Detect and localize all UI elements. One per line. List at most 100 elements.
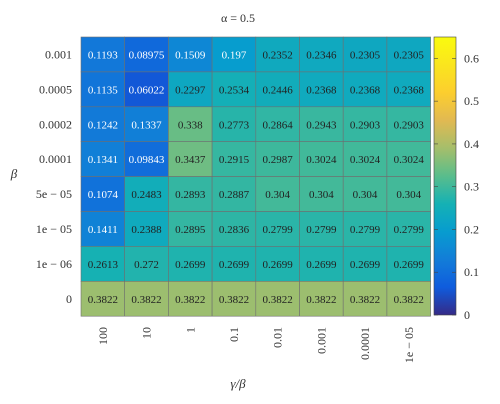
cell-value-label: 0.2446 (263, 84, 294, 96)
colorbar-tick-label: 0.2 (464, 222, 479, 236)
colorbar-tick-label: 0 (464, 308, 470, 322)
y-tick-labels: 0.001 0.0005 0.0002 0.0001 5e − 05 1e − 05 1e … (36, 47, 72, 305)
cell-value-label: 0.3024 (350, 154, 381, 166)
cell-value-label: 0.2887 (219, 189, 250, 201)
heatmap-cell (124, 71, 169, 108)
cell-value-label: 0.2987 (263, 154, 294, 166)
x-tick-label: 0.1 (227, 327, 241, 342)
x-tick-label: 0.001 (314, 327, 328, 354)
cell-value-label: 0.2943 (306, 119, 337, 131)
cell-value-label: 0.2773 (219, 119, 250, 131)
cell-value-label: 0.2699 (219, 259, 250, 271)
heatmap-cells (80, 36, 431, 317)
heatmap-cell (80, 280, 126, 317)
heatmap-cell (255, 141, 300, 177)
heatmap-cell (124, 246, 169, 282)
y-tick-label: 0.001 (45, 47, 72, 61)
heatmap-cell (168, 106, 213, 143)
colorbar (433, 36, 457, 316)
cell-value-label: 0.2388 (131, 224, 162, 236)
cell-value-label: 0.2534 (219, 84, 250, 96)
heatmap-cell (299, 176, 344, 212)
heatmap-cell (342, 211, 388, 247)
cell-value-label: 0.3822 (88, 294, 118, 306)
cell-value-label: 0.2699 (350, 259, 381, 271)
heatmap-cell (299, 280, 344, 317)
cell-value-label: 0.2346 (306, 49, 337, 61)
heatmap-cell (168, 246, 213, 282)
cell-value-label: 0.304 (265, 189, 290, 201)
cell-value-label: 0.304 (309, 189, 334, 201)
heatmap-cell (386, 211, 431, 247)
y-tick-label: 0.0001 (39, 152, 72, 166)
heatmap-cell (211, 280, 257, 317)
heatmap-cell (80, 106, 126, 143)
heatmap-cell (386, 246, 431, 282)
cell-value-label: 0.2903 (350, 119, 381, 131)
cell-value-label: 0.1193 (88, 49, 118, 61)
cell-value-label: 0.3822 (175, 294, 205, 306)
heatmap-cell (342, 176, 388, 212)
cell-value-label: 0.3822 (263, 294, 293, 306)
cell-value-label: 0.3822 (350, 294, 380, 306)
heatmap-cell (299, 36, 344, 73)
heatmap-cell (124, 106, 169, 143)
heatmap-cell (124, 280, 169, 317)
cell-value-label: 0.2699 (263, 259, 294, 271)
x-tick-label: 1 (183, 327, 197, 333)
heatmap-cell (299, 246, 344, 282)
y-tick-label: 0 (66, 292, 72, 306)
colorbar-ticks: 0 0.1 0.2 0.3 0.4 0.5 0.6 (434, 51, 479, 322)
colorbar-tick-label: 0.4 (464, 137, 479, 151)
heatmap-cell (211, 141, 257, 177)
cell-value-label: 0.2699 (394, 259, 425, 271)
heatmap-cell (342, 246, 388, 282)
cell-value-label: 0.1341 (88, 154, 118, 166)
cell-value-label: 0.2799 (263, 224, 294, 236)
cell-value-label: 0.3024 (306, 154, 337, 166)
cell-value-label: 0.304 (353, 189, 378, 201)
heatmap-cell (255, 246, 300, 282)
cell-value-label: 0.304 (396, 189, 421, 201)
heatmap-cell (211, 71, 257, 108)
y-tick-label: 1e − 06 (36, 257, 72, 271)
cell-value-label: 0.2368 (350, 84, 381, 96)
x-tick-label: 0.0001 (358, 327, 372, 360)
x-axis-label: γ/β (230, 376, 246, 391)
cell-value-label: 0.2368 (306, 84, 337, 96)
x-tick-label: 100 (96, 327, 110, 345)
cell-value-label: 0.3822 (219, 294, 249, 306)
heatmap-cell (386, 36, 431, 73)
heatmap-cell (80, 141, 126, 177)
colorbar-tick-label: 0.6 (464, 51, 479, 65)
cell-value-label: 0.2836 (219, 224, 250, 236)
cell-value-label: 0.2864 (263, 119, 294, 131)
cell-value-label: 0.2799 (394, 224, 425, 236)
heatmap-cell (168, 280, 213, 317)
heatmap-cell (124, 211, 169, 247)
heatmap-cell (255, 280, 300, 317)
cell-value-label: 0.2799 (350, 224, 381, 236)
heatmap-cell (255, 176, 300, 212)
heatmap-cell (386, 280, 431, 317)
heatmap-cell (342, 141, 388, 177)
cell-value-label: 0.2799 (306, 224, 337, 236)
y-tick-label: 1e − 05 (36, 222, 72, 236)
heatmap-cell (299, 106, 344, 143)
cell-value-label: 0.1074 (88, 189, 119, 201)
cell-value-label: 0.2613 (88, 259, 119, 271)
x-tick-labels: 100 10 1 0.1 0.01 0.001 0.0001 1e − 05 (96, 327, 416, 363)
cell-value-label: 0.2903 (394, 119, 425, 131)
y-axis-label: β (10, 166, 18, 181)
y-tick-label: 0.0002 (39, 117, 72, 131)
cell-value-label: 0.2483 (131, 189, 162, 201)
cell-value-label: 0.3822 (394, 294, 424, 306)
heatmap-cell (124, 36, 169, 73)
cell-value-label: 0.06022 (129, 84, 165, 96)
cell-value-label: 0.2895 (175, 224, 206, 236)
heatmap-cell (168, 36, 213, 73)
heatmap-cell (255, 106, 300, 143)
colorbar-tick-label: 0.5 (464, 94, 479, 108)
heatmap-cell (255, 211, 300, 247)
cell-value-label: 0.2297 (175, 84, 206, 96)
